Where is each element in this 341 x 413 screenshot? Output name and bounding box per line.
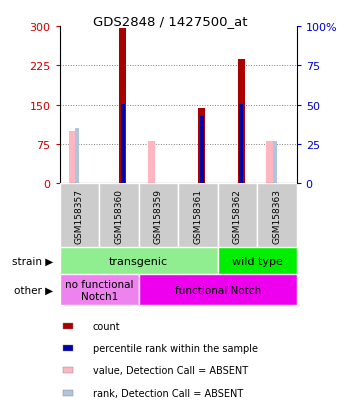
Bar xyxy=(198,109,205,184)
Bar xyxy=(69,131,76,184)
Bar xyxy=(63,389,73,396)
Text: transgenic: transgenic xyxy=(109,256,168,266)
Bar xyxy=(200,117,204,184)
Text: GDS2848 / 1427500_at: GDS2848 / 1427500_at xyxy=(93,15,248,28)
Text: wild type: wild type xyxy=(232,256,283,266)
Bar xyxy=(75,129,79,184)
Text: strain ▶: strain ▶ xyxy=(12,256,53,266)
Bar xyxy=(178,184,218,248)
Text: no functional
Notch1: no functional Notch1 xyxy=(65,279,133,301)
Text: GSM158361: GSM158361 xyxy=(193,189,203,244)
Bar xyxy=(63,368,73,373)
Text: GSM158363: GSM158363 xyxy=(272,189,281,244)
Bar xyxy=(60,275,139,306)
Bar xyxy=(99,184,139,248)
Text: other ▶: other ▶ xyxy=(14,285,53,295)
Text: count: count xyxy=(93,321,121,331)
Bar xyxy=(119,29,127,184)
Bar xyxy=(273,142,277,184)
Bar xyxy=(139,275,297,306)
Bar xyxy=(148,142,155,184)
Bar xyxy=(266,142,273,184)
Text: GSM158362: GSM158362 xyxy=(233,189,242,244)
Bar xyxy=(63,345,73,351)
Bar xyxy=(239,105,243,184)
Bar xyxy=(63,323,73,329)
Text: value, Detection Call = ABSENT: value, Detection Call = ABSENT xyxy=(93,366,248,375)
Text: GSM158360: GSM158360 xyxy=(115,189,123,244)
Bar xyxy=(60,184,99,248)
Text: rank, Detection Call = ABSENT: rank, Detection Call = ABSENT xyxy=(93,388,243,398)
Text: GSM158357: GSM158357 xyxy=(75,189,84,244)
Bar xyxy=(121,104,125,184)
Text: functional Notch: functional Notch xyxy=(175,285,261,295)
Bar xyxy=(139,184,178,248)
Bar xyxy=(218,248,297,275)
Text: GSM158359: GSM158359 xyxy=(154,189,163,244)
Text: percentile rank within the sample: percentile rank within the sample xyxy=(93,343,258,353)
Bar xyxy=(257,184,297,248)
Bar xyxy=(218,184,257,248)
Bar xyxy=(238,60,245,184)
Bar xyxy=(60,248,218,275)
